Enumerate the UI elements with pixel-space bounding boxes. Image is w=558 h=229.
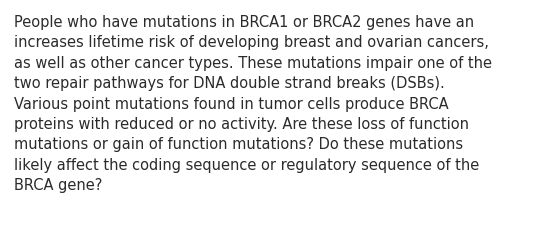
Text: People who have mutations in BRCA1 or BRCA2 genes have an
increases lifetime ris: People who have mutations in BRCA1 or BR… bbox=[14, 15, 492, 192]
